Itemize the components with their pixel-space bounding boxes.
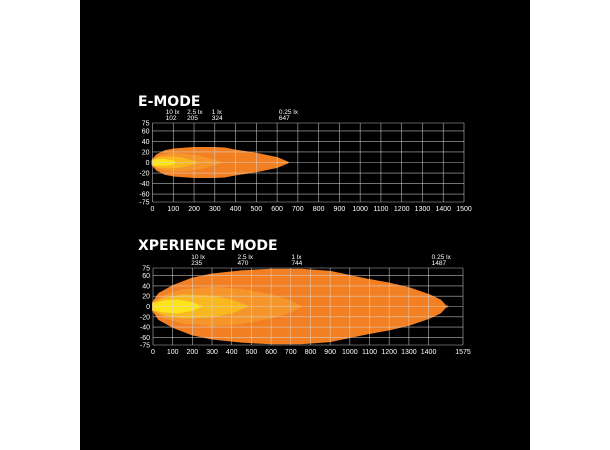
y-tick-label: -20	[140, 314, 150, 321]
x-tick-label: 1000	[342, 349, 358, 356]
chart-panel	[80, 0, 530, 450]
lux-label: 1 lx	[212, 109, 223, 116]
y-tick-label: -75	[139, 200, 149, 207]
distance-label: 235	[191, 260, 202, 267]
y-tick-label: 0	[146, 304, 150, 311]
x-tick-label: 500	[246, 349, 258, 356]
distance-label: 470	[238, 260, 249, 267]
x-tick-label: 200	[188, 206, 200, 213]
lux-label: 0.25 lx	[432, 254, 452, 261]
distance-label: 205	[187, 115, 198, 122]
x-tick-label: 1400	[421, 349, 437, 356]
x-tick-label: 1400	[435, 206, 451, 213]
x-tick-label: 100	[167, 206, 179, 213]
y-tick-label: -40	[139, 181, 149, 188]
x-tick-label: 100	[167, 349, 179, 356]
distance-label: 324	[212, 115, 223, 122]
lux-label: 10 lx	[166, 109, 180, 116]
lux-label: 2.5 lx	[238, 254, 254, 261]
lux-label: 10 lx	[191, 254, 205, 261]
y-tick-label: 40	[142, 283, 150, 290]
y-tick-label: 0	[146, 160, 150, 167]
x-tick-label: 900	[334, 206, 346, 213]
x-tick-label: 800	[313, 206, 325, 213]
y-tick-label: 20	[142, 294, 150, 301]
x-tick-label: 200	[187, 349, 199, 356]
distance-label: 1487	[432, 260, 447, 267]
x-tick-label: 1575	[455, 349, 471, 356]
lux-label: 1 lx	[291, 254, 302, 261]
y-tick-label: -75	[140, 343, 150, 350]
distance-label: 744	[291, 260, 302, 267]
x-tick-label: 900	[324, 349, 336, 356]
chart-title: E-MODE	[138, 94, 200, 110]
x-tick-label: 400	[230, 206, 242, 213]
x-tick-label: 1200	[394, 206, 410, 213]
x-tick-label: 800	[305, 349, 317, 356]
x-tick-label: 300	[206, 349, 218, 356]
x-tick-label: 0	[151, 349, 155, 356]
y-tick-label: 60	[142, 273, 150, 280]
y-tick-label: -60	[139, 192, 149, 199]
x-tick-label: 700	[285, 349, 297, 356]
x-tick-label: 700	[292, 206, 304, 213]
y-tick-label: 75	[142, 266, 150, 273]
distance-label: 102	[166, 115, 177, 122]
distance-label: 647	[279, 115, 290, 122]
x-tick-label: 1300	[401, 349, 417, 356]
y-tick-label: -20	[139, 171, 149, 178]
x-tick-label: 300	[209, 206, 221, 213]
y-tick-label: -60	[140, 335, 150, 342]
y-tick-label: -40	[140, 325, 150, 332]
lux-label: 2.5 lx	[187, 109, 203, 116]
y-tick-label: 40	[142, 139, 150, 146]
x-tick-label: 500	[250, 206, 262, 213]
x-tick-label: 600	[265, 349, 277, 356]
y-tick-label: 60	[142, 128, 150, 135]
x-tick-label: 1100	[362, 349, 377, 356]
chart-title: XPERIENCE MODE	[138, 238, 278, 254]
x-tick-label: 600	[271, 206, 283, 213]
y-tick-label: 20	[142, 149, 150, 156]
x-tick-label: 1100	[373, 206, 388, 213]
x-tick-label: 1200	[381, 349, 397, 356]
x-tick-label: 1000	[352, 206, 368, 213]
lux-label: 0.25 lx	[279, 109, 299, 116]
y-tick-label: 75	[142, 121, 150, 128]
x-tick-label: 1500	[456, 206, 472, 213]
x-tick-label: 0	[151, 206, 155, 213]
x-tick-label: 1300	[415, 206, 431, 213]
x-tick-label: 400	[226, 349, 238, 356]
